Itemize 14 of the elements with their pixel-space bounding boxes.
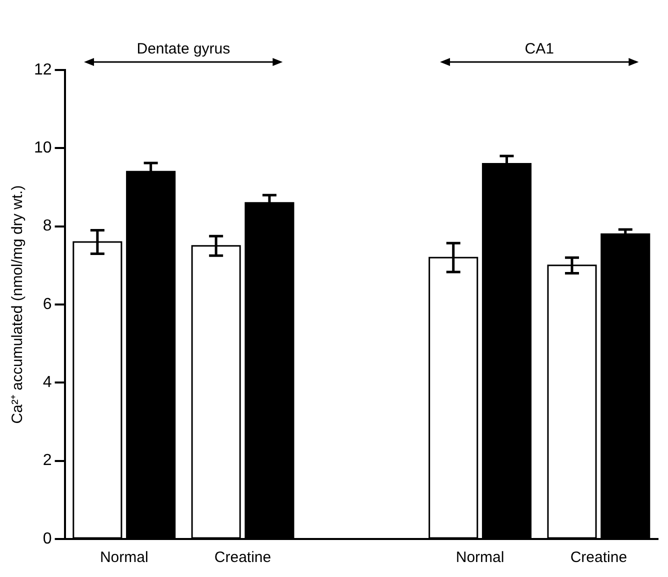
x-tick-label: Normal: [456, 549, 504, 566]
text: Dentate gyrus: [136, 40, 230, 58]
y-tick-label: 10: [34, 140, 52, 157]
y-tick-label: 12: [34, 61, 52, 78]
x-tick-label: Creatine: [214, 549, 272, 566]
y-axis-title: Ca²⁺ accumulated (nmol/mg dry wt.): [9, 185, 26, 424]
y-tick-label: 6: [42, 296, 52, 313]
x-tick-label: Creatine: [570, 549, 628, 566]
y-tick-label: 4: [42, 374, 52, 392]
text: CA1: [524, 40, 554, 58]
y-tick-label: 8: [42, 218, 52, 235]
x-tick-label: Normal: [100, 549, 148, 566]
y-tick-label: 2: [42, 452, 52, 470]
y-tick-label: 0: [42, 530, 52, 548]
